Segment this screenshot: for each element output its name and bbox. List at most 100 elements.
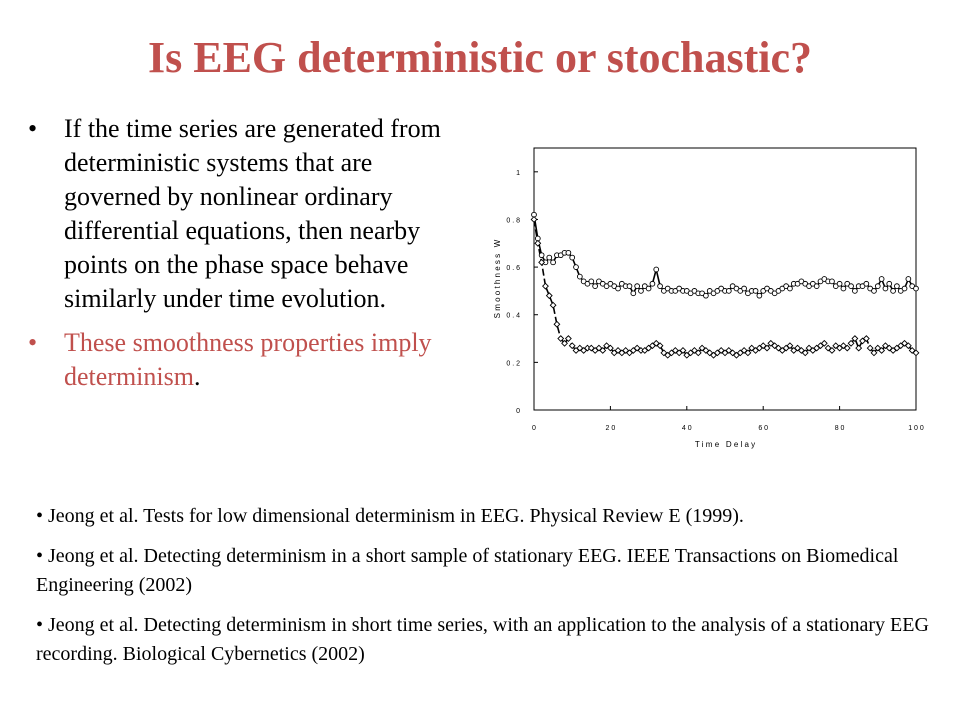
data-point-series-2 bbox=[679, 347, 687, 354]
data-point-series-2 bbox=[549, 301, 557, 309]
data-point-series-1 bbox=[565, 249, 572, 256]
data-point-series-2 bbox=[786, 342, 794, 350]
data-point-series-1 bbox=[538, 252, 545, 259]
data-point-series-1 bbox=[901, 285, 908, 292]
data-point-series-1 bbox=[913, 285, 919, 292]
data-point-series-2 bbox=[878, 347, 886, 354]
data-point-series-1 bbox=[852, 288, 858, 294]
data-point-series-2 bbox=[538, 258, 546, 266]
data-point-series-1 bbox=[894, 283, 900, 289]
data-point-series-2 bbox=[866, 344, 874, 352]
data-point-series-1 bbox=[703, 292, 709, 299]
data-point-series-2 bbox=[794, 344, 802, 352]
data-point-series-2 bbox=[534, 239, 542, 247]
y-tick-label: 0 bbox=[516, 408, 520, 415]
data-point-series-1 bbox=[905, 276, 912, 282]
x-tick-label: 1 0 0 bbox=[908, 425, 924, 432]
data-point-series-1 bbox=[653, 266, 660, 273]
data-point-series-1 bbox=[863, 280, 870, 287]
x-tick-label: 2 0 bbox=[606, 425, 616, 432]
data-point-series-1 bbox=[588, 278, 595, 285]
data-point-series-1 bbox=[829, 278, 835, 285]
slide-title: Is EEG deterministic or stochastic? bbox=[147, 33, 813, 82]
data-point-series-2 bbox=[763, 344, 771, 352]
smoothness-chart: 0 0 . 2 0 . 4 0 . 6 0 . 8 1 0 2 0 4 0 6 0 8 0 1 0 … bbox=[493, 147, 924, 449]
data-point-series-2 bbox=[606, 344, 614, 352]
data-point-series-1 bbox=[890, 288, 896, 294]
data-point-series-2 bbox=[908, 347, 916, 354]
data-point-series-1 bbox=[882, 285, 889, 292]
data-point-series-2 bbox=[847, 339, 855, 347]
data-point-series-2 bbox=[561, 339, 568, 347]
y-axis-label: S m o o t h n e s s W bbox=[493, 239, 502, 318]
data-point-series-2 bbox=[545, 292, 553, 300]
data-point-series-1 bbox=[634, 283, 640, 289]
data-point-series-1 bbox=[626, 283, 633, 289]
data-point-series-2 bbox=[599, 347, 607, 354]
data-point-series-2 bbox=[882, 342, 889, 350]
data-point-series-1 bbox=[886, 280, 893, 287]
data-point-series-2 bbox=[855, 344, 863, 352]
data-point-series-1 bbox=[756, 292, 763, 299]
data-point-series-2 bbox=[759, 342, 767, 350]
y-axis-ticks: 0 0 . 2 0 . 4 0 . 6 0 . 8 1 bbox=[506, 170, 538, 415]
series-markers bbox=[530, 211, 920, 359]
data-point-series-1 bbox=[840, 285, 847, 292]
data-point-series-2 bbox=[740, 347, 748, 354]
data-point-series-1 bbox=[592, 283, 598, 289]
bullet-dot: • bbox=[28, 328, 38, 357]
bullet-text-1: If the time series are generated from de… bbox=[64, 114, 441, 313]
x-tick-label: 0 bbox=[532, 425, 536, 432]
reference-3: • Jeong et al. Detecting determinism in … bbox=[36, 614, 929, 665]
data-point-series-2 bbox=[530, 216, 538, 223]
data-point-series-2 bbox=[542, 282, 549, 290]
data-point-series-2 bbox=[851, 335, 859, 342]
data-point-series-1 bbox=[848, 283, 854, 289]
data-point-series-1 bbox=[657, 283, 663, 289]
data-point-series-1 bbox=[741, 285, 747, 292]
data-point-series-2 bbox=[553, 320, 561, 328]
data-point-series-1 bbox=[573, 264, 579, 270]
data-point-series-1 bbox=[550, 259, 556, 266]
data-point-series-2 bbox=[564, 335, 572, 342]
data-point-series-2 bbox=[797, 347, 805, 354]
data-point-series-2 bbox=[801, 349, 809, 357]
references: • Jeong et al. Tests for low dimensional… bbox=[36, 502, 936, 680]
data-point-series-1 bbox=[630, 290, 637, 297]
data-point-series-2 bbox=[912, 349, 920, 357]
x-tick-label: 4 0 bbox=[682, 425, 692, 432]
data-point-series-2 bbox=[717, 347, 725, 354]
bullet-text-2-period: . bbox=[193, 362, 201, 391]
x-axis-ticks: 0 2 0 4 0 6 0 8 0 1 0 0 bbox=[532, 406, 924, 432]
data-point-series-2 bbox=[874, 344, 882, 352]
data-point-series-2 bbox=[603, 342, 611, 350]
data-point-series-1 bbox=[546, 254, 553, 261]
y-tick-label: 0 . 8 bbox=[506, 217, 520, 224]
data-point-series-2 bbox=[702, 347, 710, 354]
data-point-series-1 bbox=[787, 285, 793, 292]
y-tick-label: 0 . 2 bbox=[506, 360, 520, 367]
y-tick-label: 0 . 4 bbox=[506, 313, 520, 320]
bullet-text-2: These smoothness properties imply determ… bbox=[64, 328, 432, 391]
data-point-series-2 bbox=[622, 347, 630, 354]
data-point-series-2 bbox=[557, 335, 565, 342]
x-tick-label: 6 0 bbox=[758, 425, 768, 432]
data-point-series-1 bbox=[638, 288, 644, 294]
bullet-item-2: • These smoothness properties imply deter… bbox=[28, 326, 468, 394]
y-tick-label: 1 bbox=[516, 170, 520, 177]
data-point-series-2 bbox=[843, 344, 851, 352]
data-point-series-2 bbox=[725, 347, 733, 354]
plot-frame bbox=[533, 147, 917, 411]
bullet-list: • If the time series are generated from d… bbox=[28, 112, 468, 394]
data-point-series-2 bbox=[832, 342, 840, 350]
data-point-series-1 bbox=[878, 276, 885, 282]
data-point-series-1 bbox=[725, 288, 732, 294]
data-point-series-2 bbox=[744, 349, 752, 357]
data-point-series-2 bbox=[656, 342, 664, 350]
data-point-series-2 bbox=[862, 335, 870, 342]
data-point-series-2 bbox=[568, 342, 576, 350]
y-tick-label: 0 . 6 bbox=[506, 265, 520, 272]
data-point-series-2 bbox=[870, 349, 878, 357]
data-point-series-1 bbox=[836, 280, 843, 287]
data-point-series-1 bbox=[645, 285, 652, 292]
